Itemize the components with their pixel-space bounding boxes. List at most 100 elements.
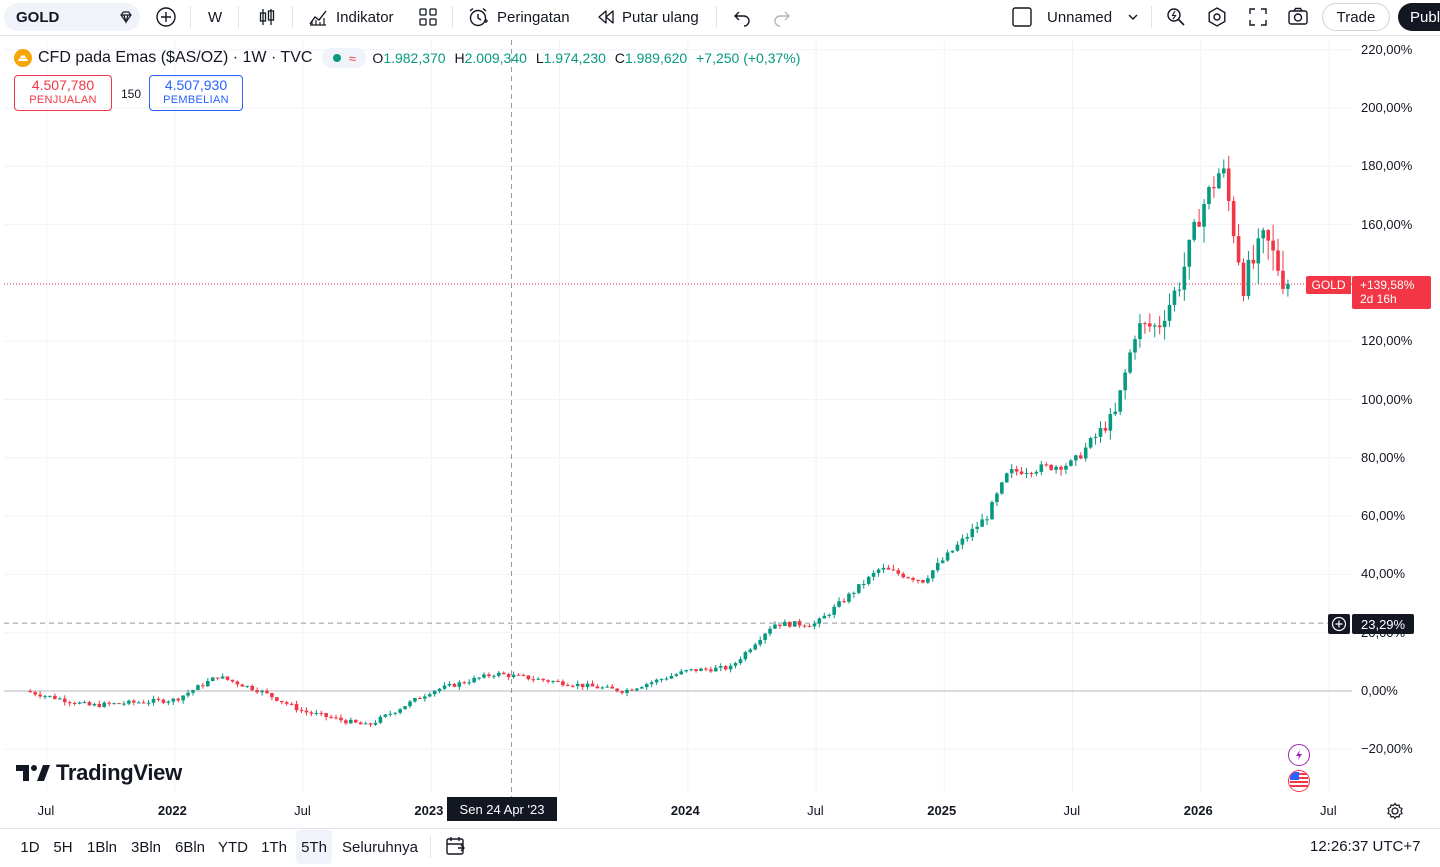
utc-clock[interactable]: 12:26:37 UTC+7 bbox=[1310, 838, 1421, 855]
publish-button[interactable]: Publ bbox=[1398, 3, 1440, 31]
candle-body bbox=[235, 681, 240, 685]
candle-body bbox=[921, 580, 925, 583]
add-symbol-icon[interactable] bbox=[154, 5, 178, 29]
tradingview-logo[interactable]: TradingView bbox=[16, 760, 182, 786]
candle-body bbox=[1098, 428, 1103, 437]
axis-settings-icon[interactable] bbox=[1385, 801, 1405, 821]
fullscreen-icon[interactable] bbox=[1246, 5, 1270, 29]
candle-body bbox=[487, 674, 491, 677]
market-status-badge[interactable]: ≈ bbox=[322, 48, 367, 68]
bar-countdown: 2d 16h bbox=[1360, 292, 1397, 306]
candle-body bbox=[738, 659, 743, 664]
range-button-5h[interactable]: 5H bbox=[53, 838, 73, 856]
candle-body bbox=[122, 703, 126, 705]
us-flag-icon[interactable] bbox=[1288, 770, 1310, 792]
range-button-1bln[interactable]: 1Bln bbox=[86, 838, 118, 856]
candle-body bbox=[43, 695, 47, 697]
price-axis-label: 100,00% bbox=[1361, 391, 1413, 407]
chevron-down-icon[interactable] bbox=[1124, 8, 1142, 26]
buy-button[interactable]: 4.507,930 PEMBELIAN bbox=[149, 75, 243, 111]
candle-body bbox=[176, 698, 181, 701]
candles-icon[interactable] bbox=[255, 5, 279, 29]
ohlc-values: O1.982,370 H2.009,340 L1.974,230 C1.989,… bbox=[372, 50, 800, 66]
candle-body bbox=[1123, 372, 1127, 391]
quick-search-icon[interactable] bbox=[1164, 5, 1188, 29]
high-label: H bbox=[454, 50, 465, 66]
range-button-5th[interactable]: 5Th bbox=[296, 830, 332, 864]
candle-body bbox=[462, 682, 467, 684]
indicators-button[interactable]: Indikator bbox=[336, 8, 394, 26]
candle-body bbox=[225, 676, 230, 680]
time-axis-label: 2025 bbox=[927, 803, 957, 818]
candle-body bbox=[896, 570, 901, 574]
layout-checkbox-icon[interactable] bbox=[1010, 5, 1034, 29]
trade-button[interactable]: Trade bbox=[1322, 3, 1390, 31]
add-alert-plus-button[interactable] bbox=[1328, 614, 1350, 634]
settings-icon[interactable] bbox=[1205, 5, 1229, 29]
candle-body bbox=[644, 684, 649, 688]
current-pct: +139,58% bbox=[1360, 278, 1415, 292]
candle-body bbox=[82, 702, 87, 704]
candle-body bbox=[901, 573, 906, 578]
candle-body bbox=[926, 578, 930, 583]
candle-body bbox=[1019, 471, 1024, 475]
candle-body bbox=[718, 666, 723, 668]
lightning-event-icon[interactable] bbox=[1288, 744, 1310, 766]
range-button-6bln[interactable]: 6Bln bbox=[174, 838, 206, 856]
change-value: +7,250 (+0,37%) bbox=[696, 50, 801, 66]
candle-body bbox=[28, 691, 33, 693]
candle-body bbox=[408, 701, 412, 707]
range-button-3bln[interactable]: 3Bln bbox=[130, 838, 162, 856]
candle-body bbox=[1074, 455, 1078, 461]
candle-body bbox=[802, 625, 807, 627]
camera-icon[interactable] bbox=[1286, 5, 1310, 29]
time-axis-label: 2023 bbox=[414, 803, 444, 818]
candle-body bbox=[181, 695, 185, 701]
range-button-1d[interactable]: 1D bbox=[20, 838, 40, 856]
time-axis-label: Jul bbox=[1063, 803, 1081, 818]
candle-body bbox=[970, 528, 975, 537]
candle-body bbox=[506, 674, 511, 678]
interval-button[interactable]: W bbox=[208, 8, 223, 26]
price-chart[interactable] bbox=[0, 36, 1440, 828]
candle-body bbox=[1162, 320, 1167, 328]
candle-body bbox=[1217, 173, 1221, 189]
candle-body bbox=[526, 675, 531, 680]
candle-body bbox=[132, 700, 136, 703]
candle-body bbox=[220, 676, 225, 679]
replay-button[interactable]: Putar ulang bbox=[622, 8, 699, 26]
candle-body bbox=[1024, 473, 1029, 475]
alarm-clock-icon[interactable] bbox=[466, 5, 490, 29]
alerts-button[interactable]: Peringatan bbox=[497, 8, 570, 26]
replay-icon[interactable] bbox=[594, 5, 618, 29]
templates-icon[interactable] bbox=[416, 5, 440, 29]
symbol-title[interactable]: CFD pada Emas ($AS/OZ) · 1W · TVC bbox=[38, 49, 313, 66]
candle-body bbox=[314, 712, 319, 714]
goto-date-icon[interactable] bbox=[443, 834, 467, 858]
candle-body bbox=[240, 684, 245, 687]
candle-body bbox=[832, 606, 836, 615]
candle-body bbox=[1009, 469, 1014, 474]
layout-name[interactable]: Unnamed bbox=[1047, 8, 1113, 26]
candle-body bbox=[265, 690, 269, 694]
indicators-icon[interactable] bbox=[306, 5, 330, 29]
undo-icon[interactable] bbox=[730, 5, 754, 29]
candle-body bbox=[669, 676, 674, 679]
diamond-icon[interactable] bbox=[118, 9, 134, 25]
candle-body bbox=[694, 669, 698, 672]
candle-body bbox=[1059, 466, 1063, 470]
symbol-search[interactable]: GOLD bbox=[4, 3, 140, 31]
candle-body bbox=[156, 698, 161, 700]
sell-button[interactable]: 4.507,780 PENJUALAN bbox=[14, 75, 112, 111]
range-button-ytd[interactable]: YTD bbox=[218, 838, 248, 856]
range-button-1th[interactable]: 1Th bbox=[261, 838, 287, 856]
candle-body bbox=[566, 685, 570, 687]
redo-icon[interactable] bbox=[770, 5, 794, 29]
candle-body bbox=[886, 567, 891, 570]
candle-body bbox=[1064, 465, 1068, 470]
candle-body bbox=[1202, 203, 1206, 227]
range-button-seluruhnya[interactable]: Seluruhnya bbox=[342, 838, 418, 856]
candle-body bbox=[615, 688, 619, 692]
candle-body bbox=[482, 674, 486, 678]
time-axis-label: 2024 bbox=[670, 803, 700, 818]
